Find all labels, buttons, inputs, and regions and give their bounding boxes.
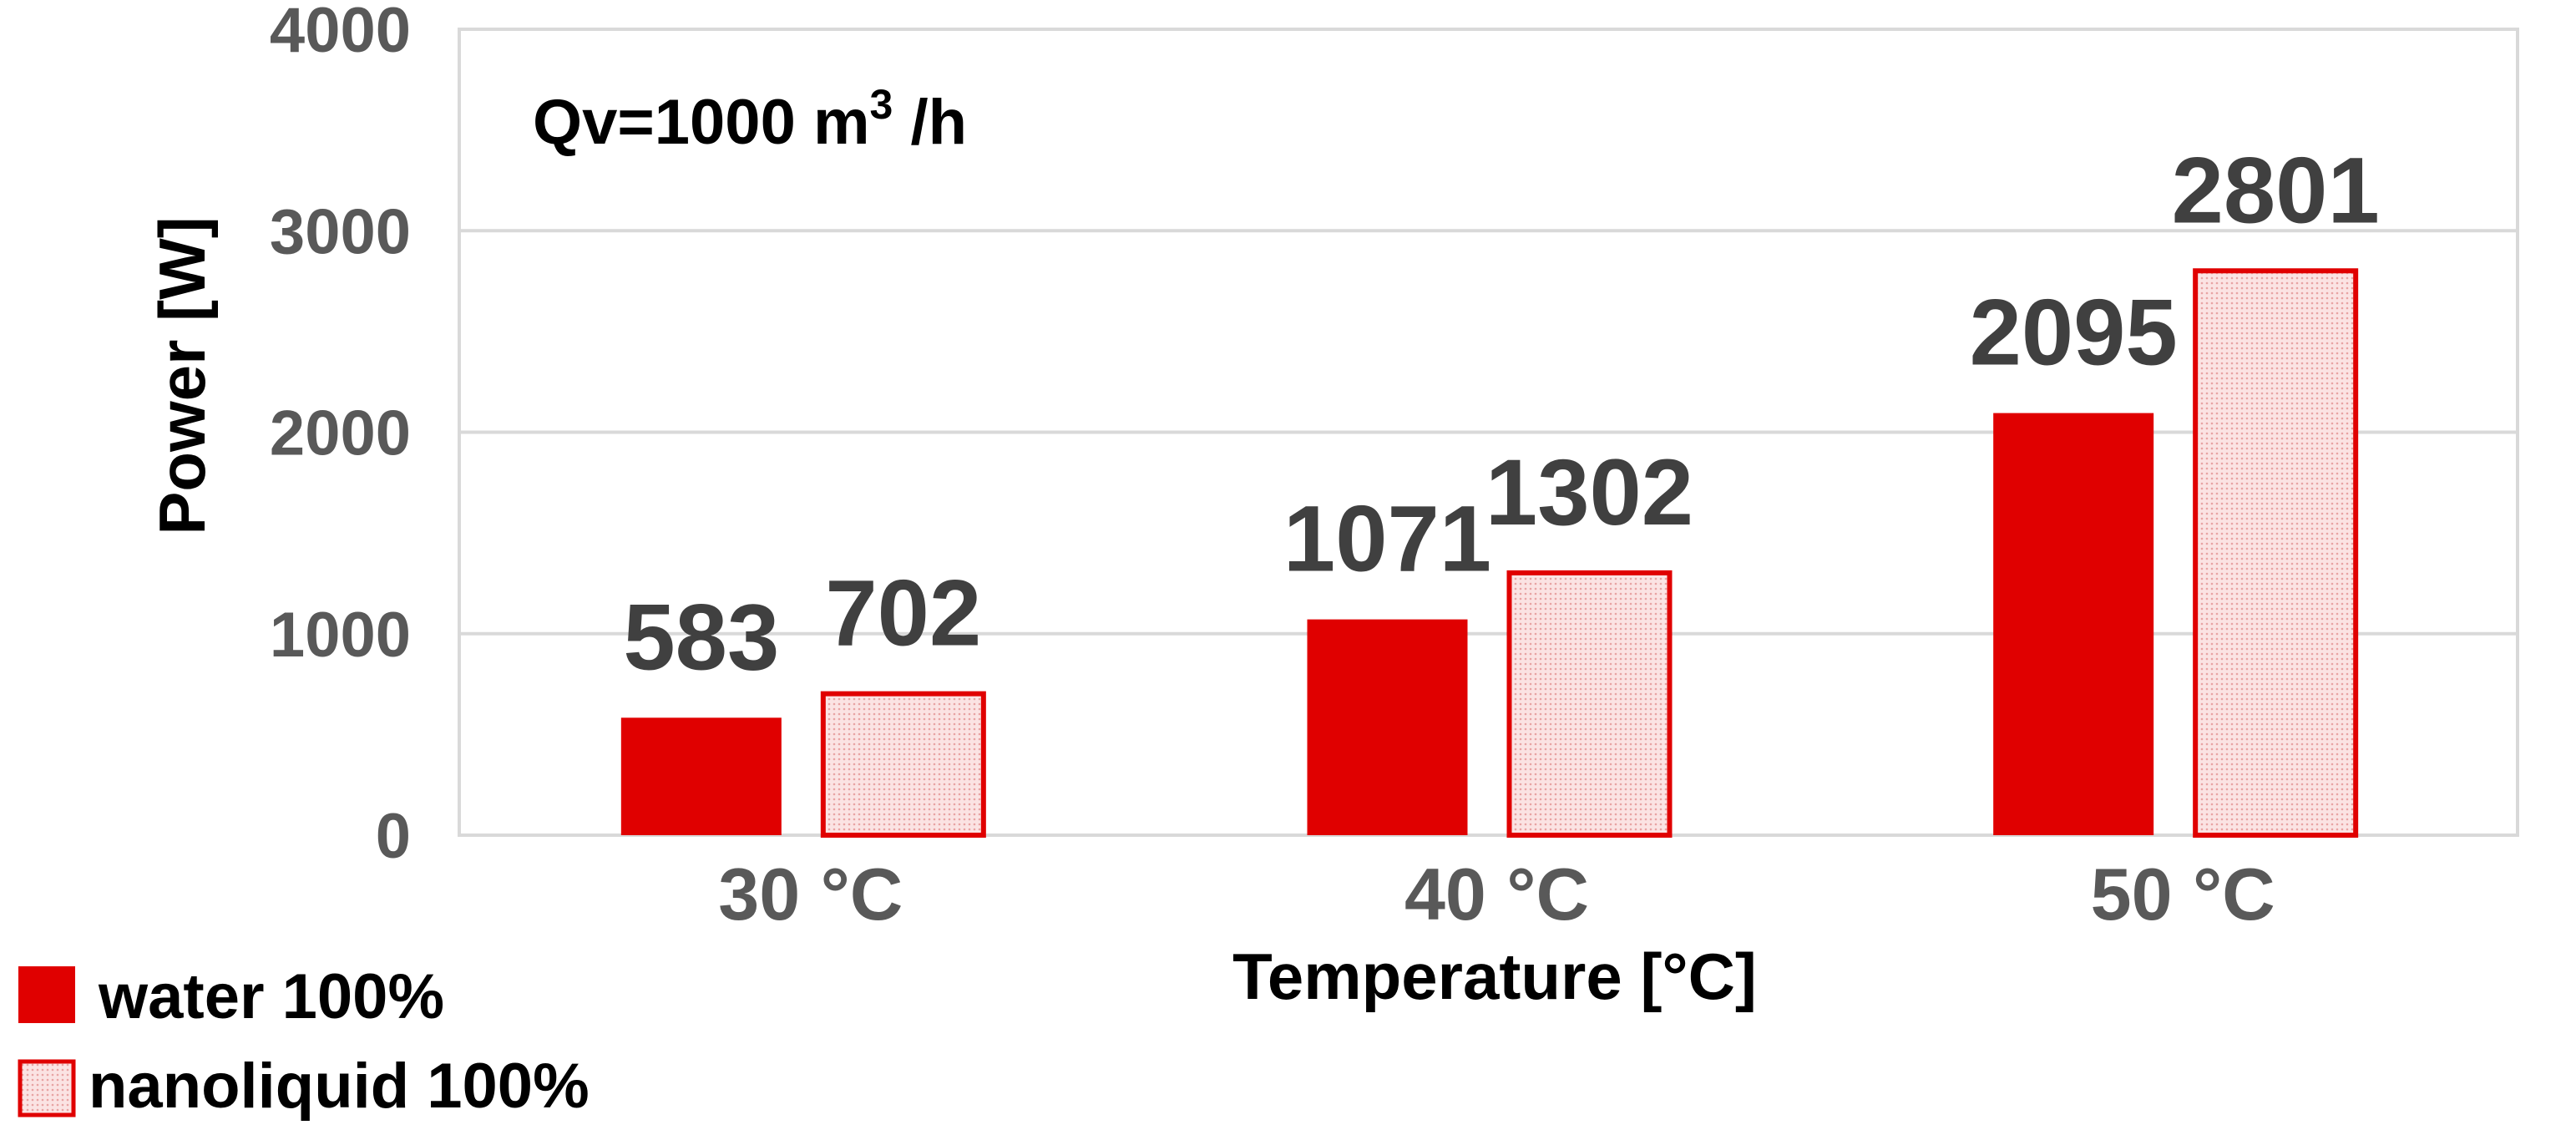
data-label: 2095 — [1970, 281, 2178, 385]
x-axis-ticks: 30 °C 40 °C 50 °C — [718, 853, 2275, 935]
bar-water — [620, 717, 782, 835]
flow-rate-annotation: Qv=1000 m3 /h — [533, 81, 967, 158]
bar-nanoliquid — [820, 691, 986, 839]
bars — [620, 268, 2359, 839]
bar-nanoliquid — [2193, 268, 2359, 839]
bar-water — [1993, 413, 2154, 835]
gridlines — [459, 229, 2518, 837]
data-label: 583 — [623, 585, 779, 689]
legend-swatch-nanoliquid — [18, 1059, 76, 1117]
bar-water — [1307, 619, 1468, 835]
x-tick-label: 40 °C — [1404, 853, 1589, 935]
data-label: 702 — [825, 561, 981, 666]
y-tick-label: 2000 — [270, 398, 411, 469]
bar-nanoliquid — [1506, 570, 1673, 839]
x-tick-label: 30 °C — [718, 853, 903, 935]
data-label: 1302 — [1485, 440, 1693, 545]
y-tick-label: 0 — [376, 801, 411, 872]
x-axis-title: Temperature [°C] — [1232, 940, 1757, 1013]
y-tick-label: 3000 — [270, 196, 411, 267]
annotation-superscript: 3 — [870, 81, 893, 128]
legend-swatch-water — [18, 966, 75, 1023]
y-axis-ticks: 0 1000 2000 3000 4000 — [270, 0, 411, 872]
data-label: 1071 — [1283, 487, 1491, 591]
annotation-tail: /h — [893, 87, 967, 158]
y-tick-label: 4000 — [270, 0, 411, 66]
legend-label-water: water 100% — [98, 961, 444, 1032]
x-tick-label: 50 °C — [2091, 853, 2275, 935]
legend-label-nanoliquid: nanoliquid 100% — [89, 1051, 590, 1122]
legend: water 100% nanoliquid 100% — [18, 961, 590, 1122]
y-tick-label: 1000 — [270, 600, 411, 671]
data-label: 2801 — [2172, 138, 2380, 242]
y-axis-title: Power [W] — [145, 216, 219, 535]
annotation-main: Qv=1000 m — [533, 87, 870, 158]
